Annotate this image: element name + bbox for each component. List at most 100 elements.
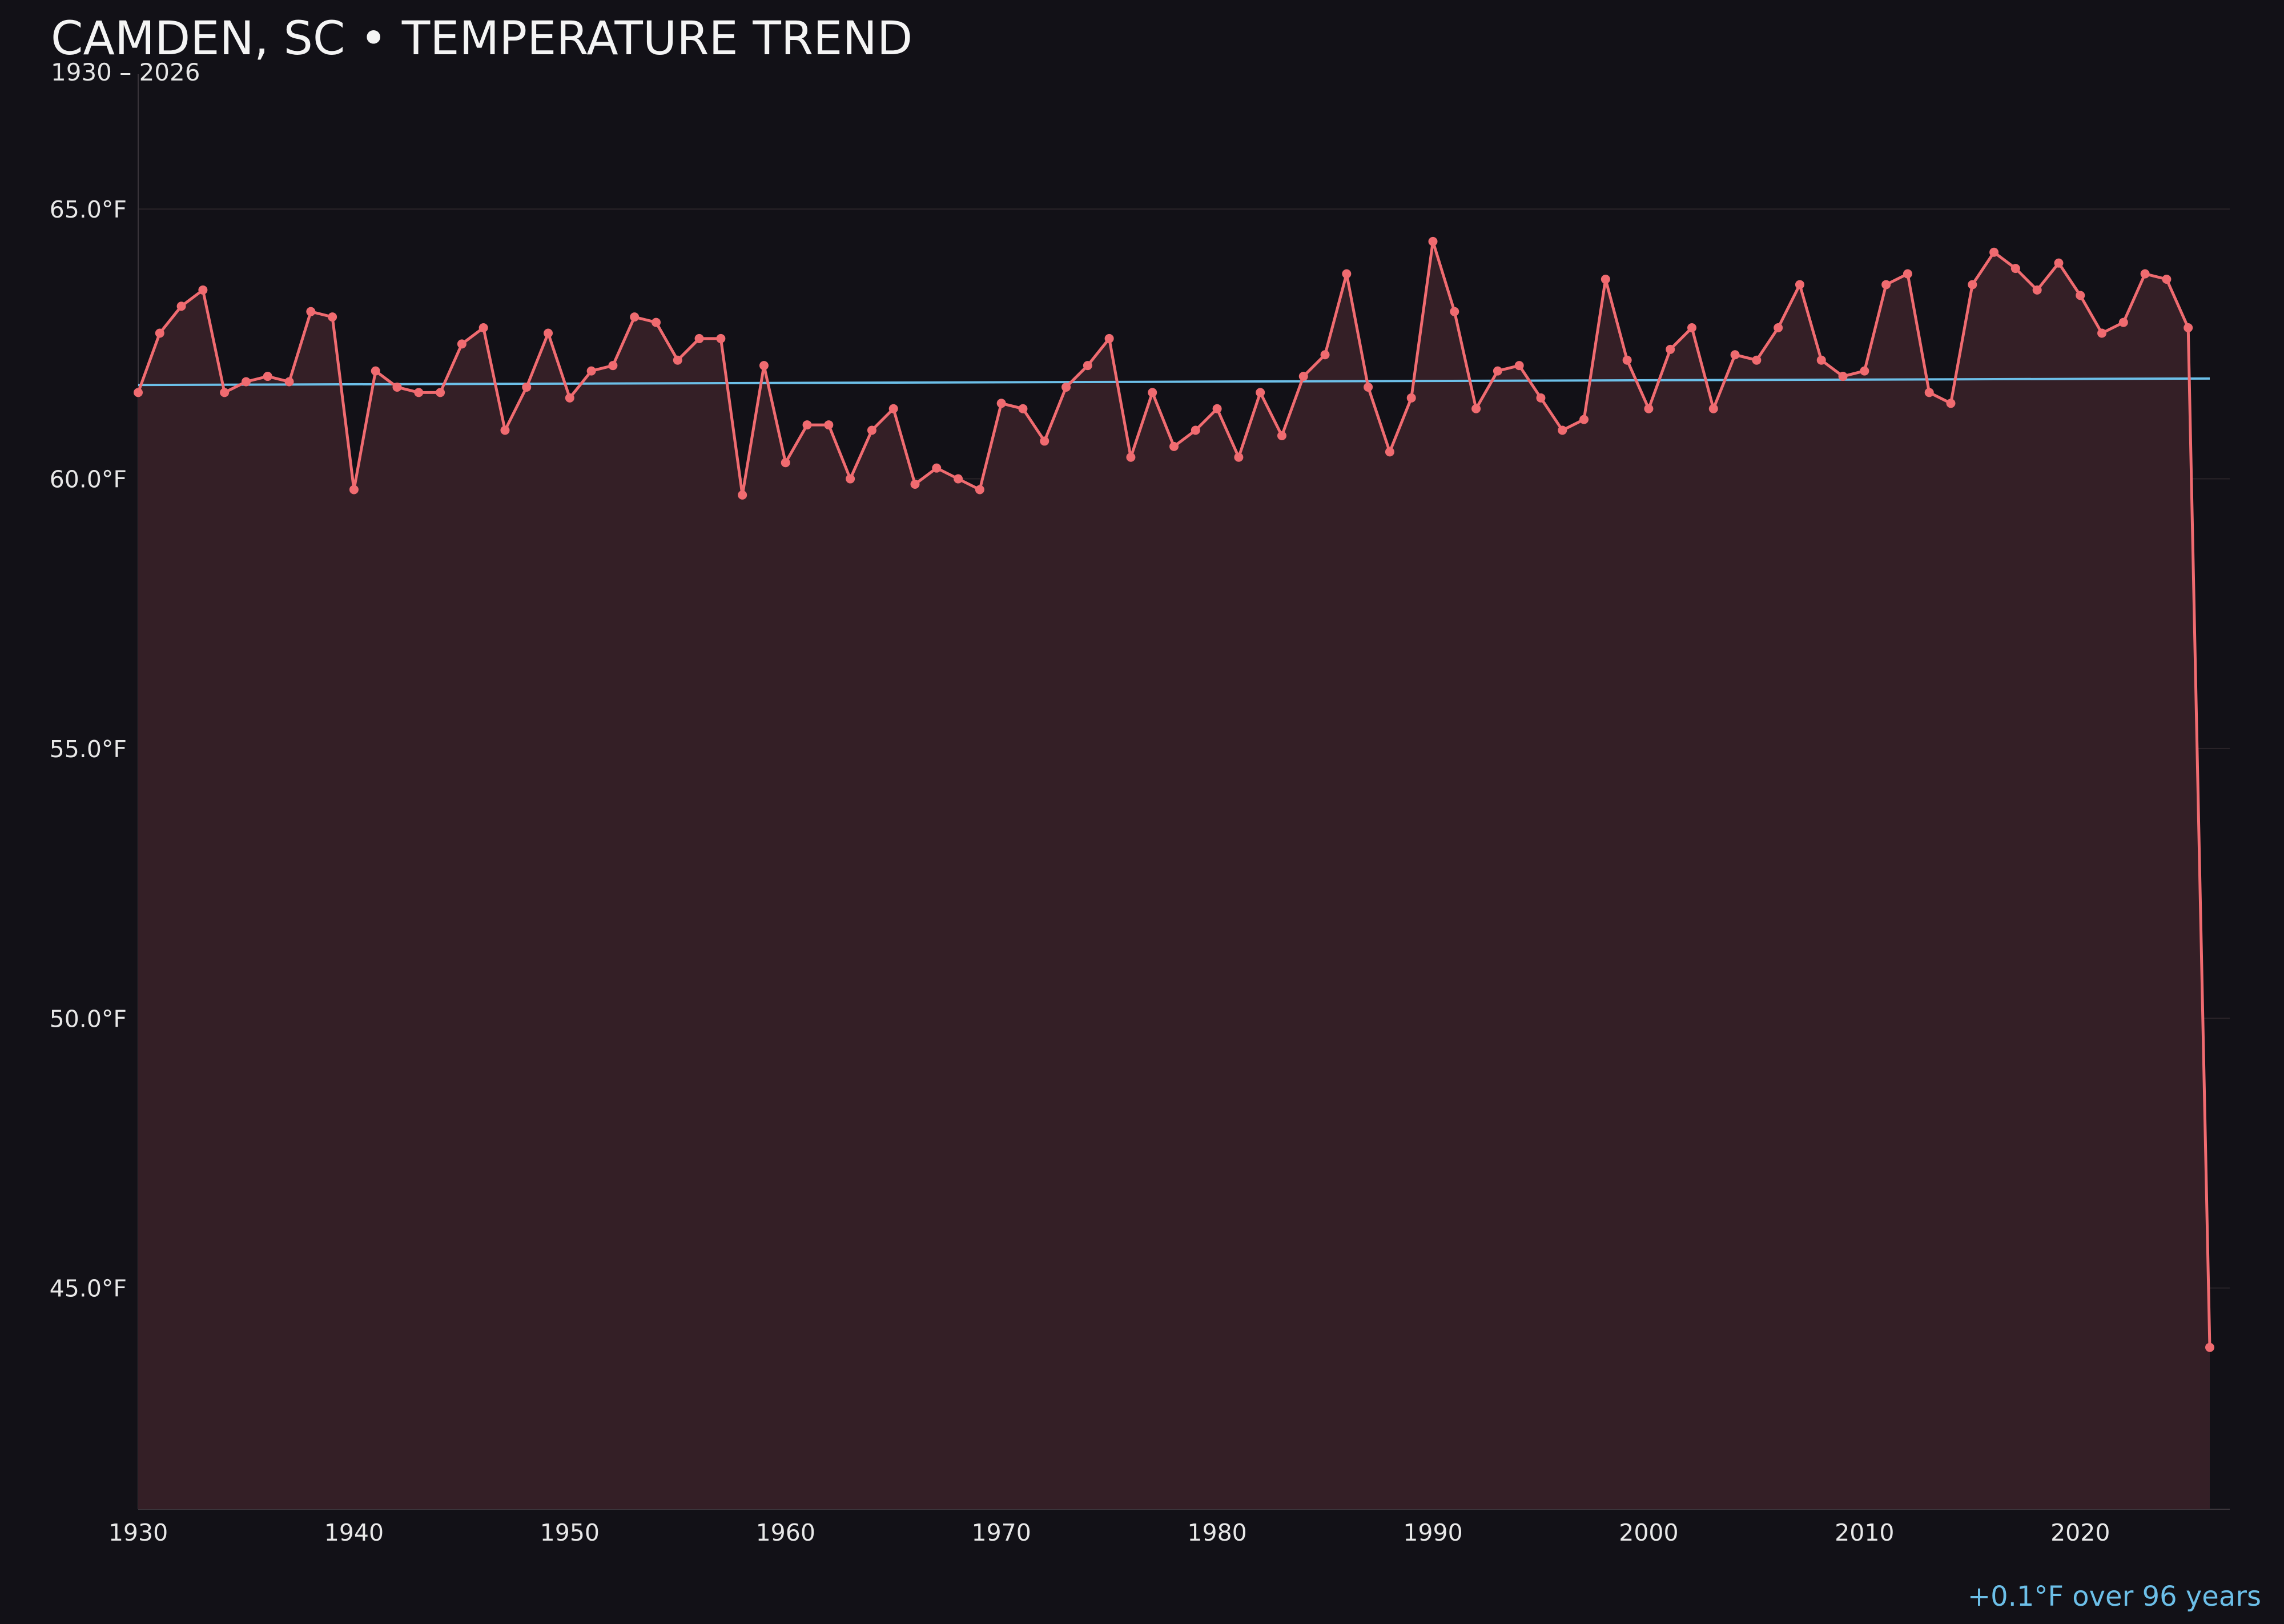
data-point — [1687, 323, 1696, 333]
data-point — [1191, 425, 1200, 435]
data-point — [1298, 372, 1308, 381]
data-point — [1860, 366, 1869, 376]
data-point — [2118, 317, 2128, 327]
series-area — [138, 241, 2210, 1509]
data-point — [155, 328, 164, 338]
data-point — [2162, 275, 2172, 284]
data-point — [1234, 452, 1244, 462]
data-point — [478, 323, 488, 333]
data-point — [1946, 399, 1956, 408]
x-tick-labels: 1930 1940 1950 1960 1970 1980 1990 2000 2010 2020 — [108, 1519, 2110, 1546]
data-point — [414, 388, 424, 397]
data-point — [1881, 280, 1891, 290]
chart-title: CAMDEN, SC • TEMPERATURE TREND — [51, 12, 913, 66]
data-point — [1406, 393, 1416, 403]
data-point — [975, 485, 984, 495]
y-tick-label: 50.0°F — [50, 1005, 127, 1032]
data-point — [1148, 388, 1157, 397]
data-point — [824, 420, 834, 430]
y-tick-label: 65.0°F — [50, 196, 127, 223]
data-point — [1968, 280, 1977, 290]
data-point — [1083, 361, 1092, 371]
data-point — [392, 382, 402, 392]
data-point — [2054, 258, 2064, 268]
data-point — [1126, 452, 1136, 462]
data-point — [306, 307, 316, 316]
data-point — [263, 372, 272, 381]
data-point — [1774, 323, 1783, 333]
data-point — [2140, 269, 2150, 279]
trend-summary: +0.1°F over 96 years — [1967, 1581, 2261, 1613]
data-point — [1666, 344, 1675, 354]
data-point — [954, 474, 963, 484]
x-tick-label: 1960 — [756, 1519, 815, 1546]
data-point — [436, 388, 445, 397]
data-point — [241, 377, 251, 387]
x-tick-label: 2020 — [2050, 1519, 2110, 1546]
data-point — [1256, 388, 1265, 397]
data-point — [1752, 355, 1762, 365]
data-point — [1104, 333, 1114, 343]
data-point — [1989, 247, 1999, 257]
data-point — [1364, 382, 1373, 392]
chart-subtitle: 1930 – 2026 — [51, 58, 200, 86]
data-point — [328, 312, 337, 322]
data-point — [457, 339, 467, 349]
data-point — [1558, 425, 1567, 435]
data-point — [716, 333, 726, 343]
data-point — [1385, 447, 1394, 457]
data-point — [759, 361, 769, 371]
data-point — [1601, 275, 1610, 284]
data-point — [996, 399, 1006, 408]
data-point — [1320, 350, 1330, 360]
data-point — [738, 490, 747, 500]
data-point — [802, 420, 812, 430]
data-point — [608, 361, 618, 371]
data-point — [1903, 269, 1912, 279]
data-point — [371, 366, 380, 376]
data-point — [1450, 307, 1459, 316]
data-point — [1795, 280, 1804, 290]
data-point — [694, 333, 704, 343]
data-point — [673, 355, 682, 365]
x-tick-label: 2010 — [1835, 1519, 1894, 1546]
trend-line — [138, 377, 2210, 387]
x-tick-label: 1970 — [971, 1519, 1031, 1546]
data-point — [2032, 285, 2042, 295]
data-point — [1536, 393, 1546, 403]
data-point — [1579, 415, 1589, 424]
data-point — [134, 388, 143, 397]
data-point — [565, 393, 574, 403]
data-point — [1169, 441, 1179, 451]
data-point — [220, 388, 230, 397]
y-tick-label: 45.0°F — [50, 1275, 127, 1303]
y-tick-labels: 45.0°F 50.0°F 55.0°F 60.0°F 65.0°F — [50, 196, 127, 1302]
data-point — [652, 317, 661, 327]
x-tick-label: 1940 — [324, 1519, 384, 1546]
data-point — [846, 474, 855, 484]
data-points — [134, 236, 2214, 1352]
data-point — [1708, 404, 1718, 413]
data-point — [630, 312, 640, 322]
data-point — [1514, 361, 1524, 371]
data-point — [2205, 1342, 2214, 1352]
data-point — [2184, 323, 2193, 333]
y-tick-label: 60.0°F — [50, 466, 127, 493]
data-point — [1342, 269, 1352, 279]
x-tick-label: 1950 — [540, 1519, 600, 1546]
data-point — [1040, 436, 1049, 446]
y-tick-label: 55.0°F — [50, 735, 127, 763]
data-point — [1924, 388, 1934, 397]
data-point — [522, 382, 532, 392]
data-point — [1644, 404, 1654, 413]
data-point — [1493, 366, 1502, 376]
data-point — [910, 480, 920, 489]
data-point — [1277, 431, 1286, 440]
data-point — [1471, 404, 1481, 413]
trend-line-path — [138, 377, 2210, 387]
data-point — [867, 425, 876, 435]
data-point — [932, 463, 942, 473]
data-point — [284, 377, 294, 387]
data-point — [176, 302, 186, 311]
